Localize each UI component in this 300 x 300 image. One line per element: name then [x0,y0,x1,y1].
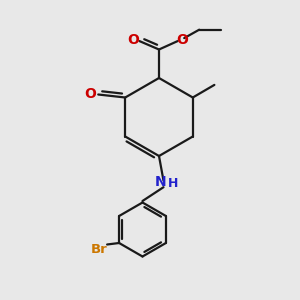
Text: H: H [168,177,178,190]
Text: O: O [127,33,139,46]
Text: N: N [155,175,166,189]
Text: O: O [176,33,188,46]
Text: O: O [84,88,96,101]
Text: Br: Br [90,243,107,256]
